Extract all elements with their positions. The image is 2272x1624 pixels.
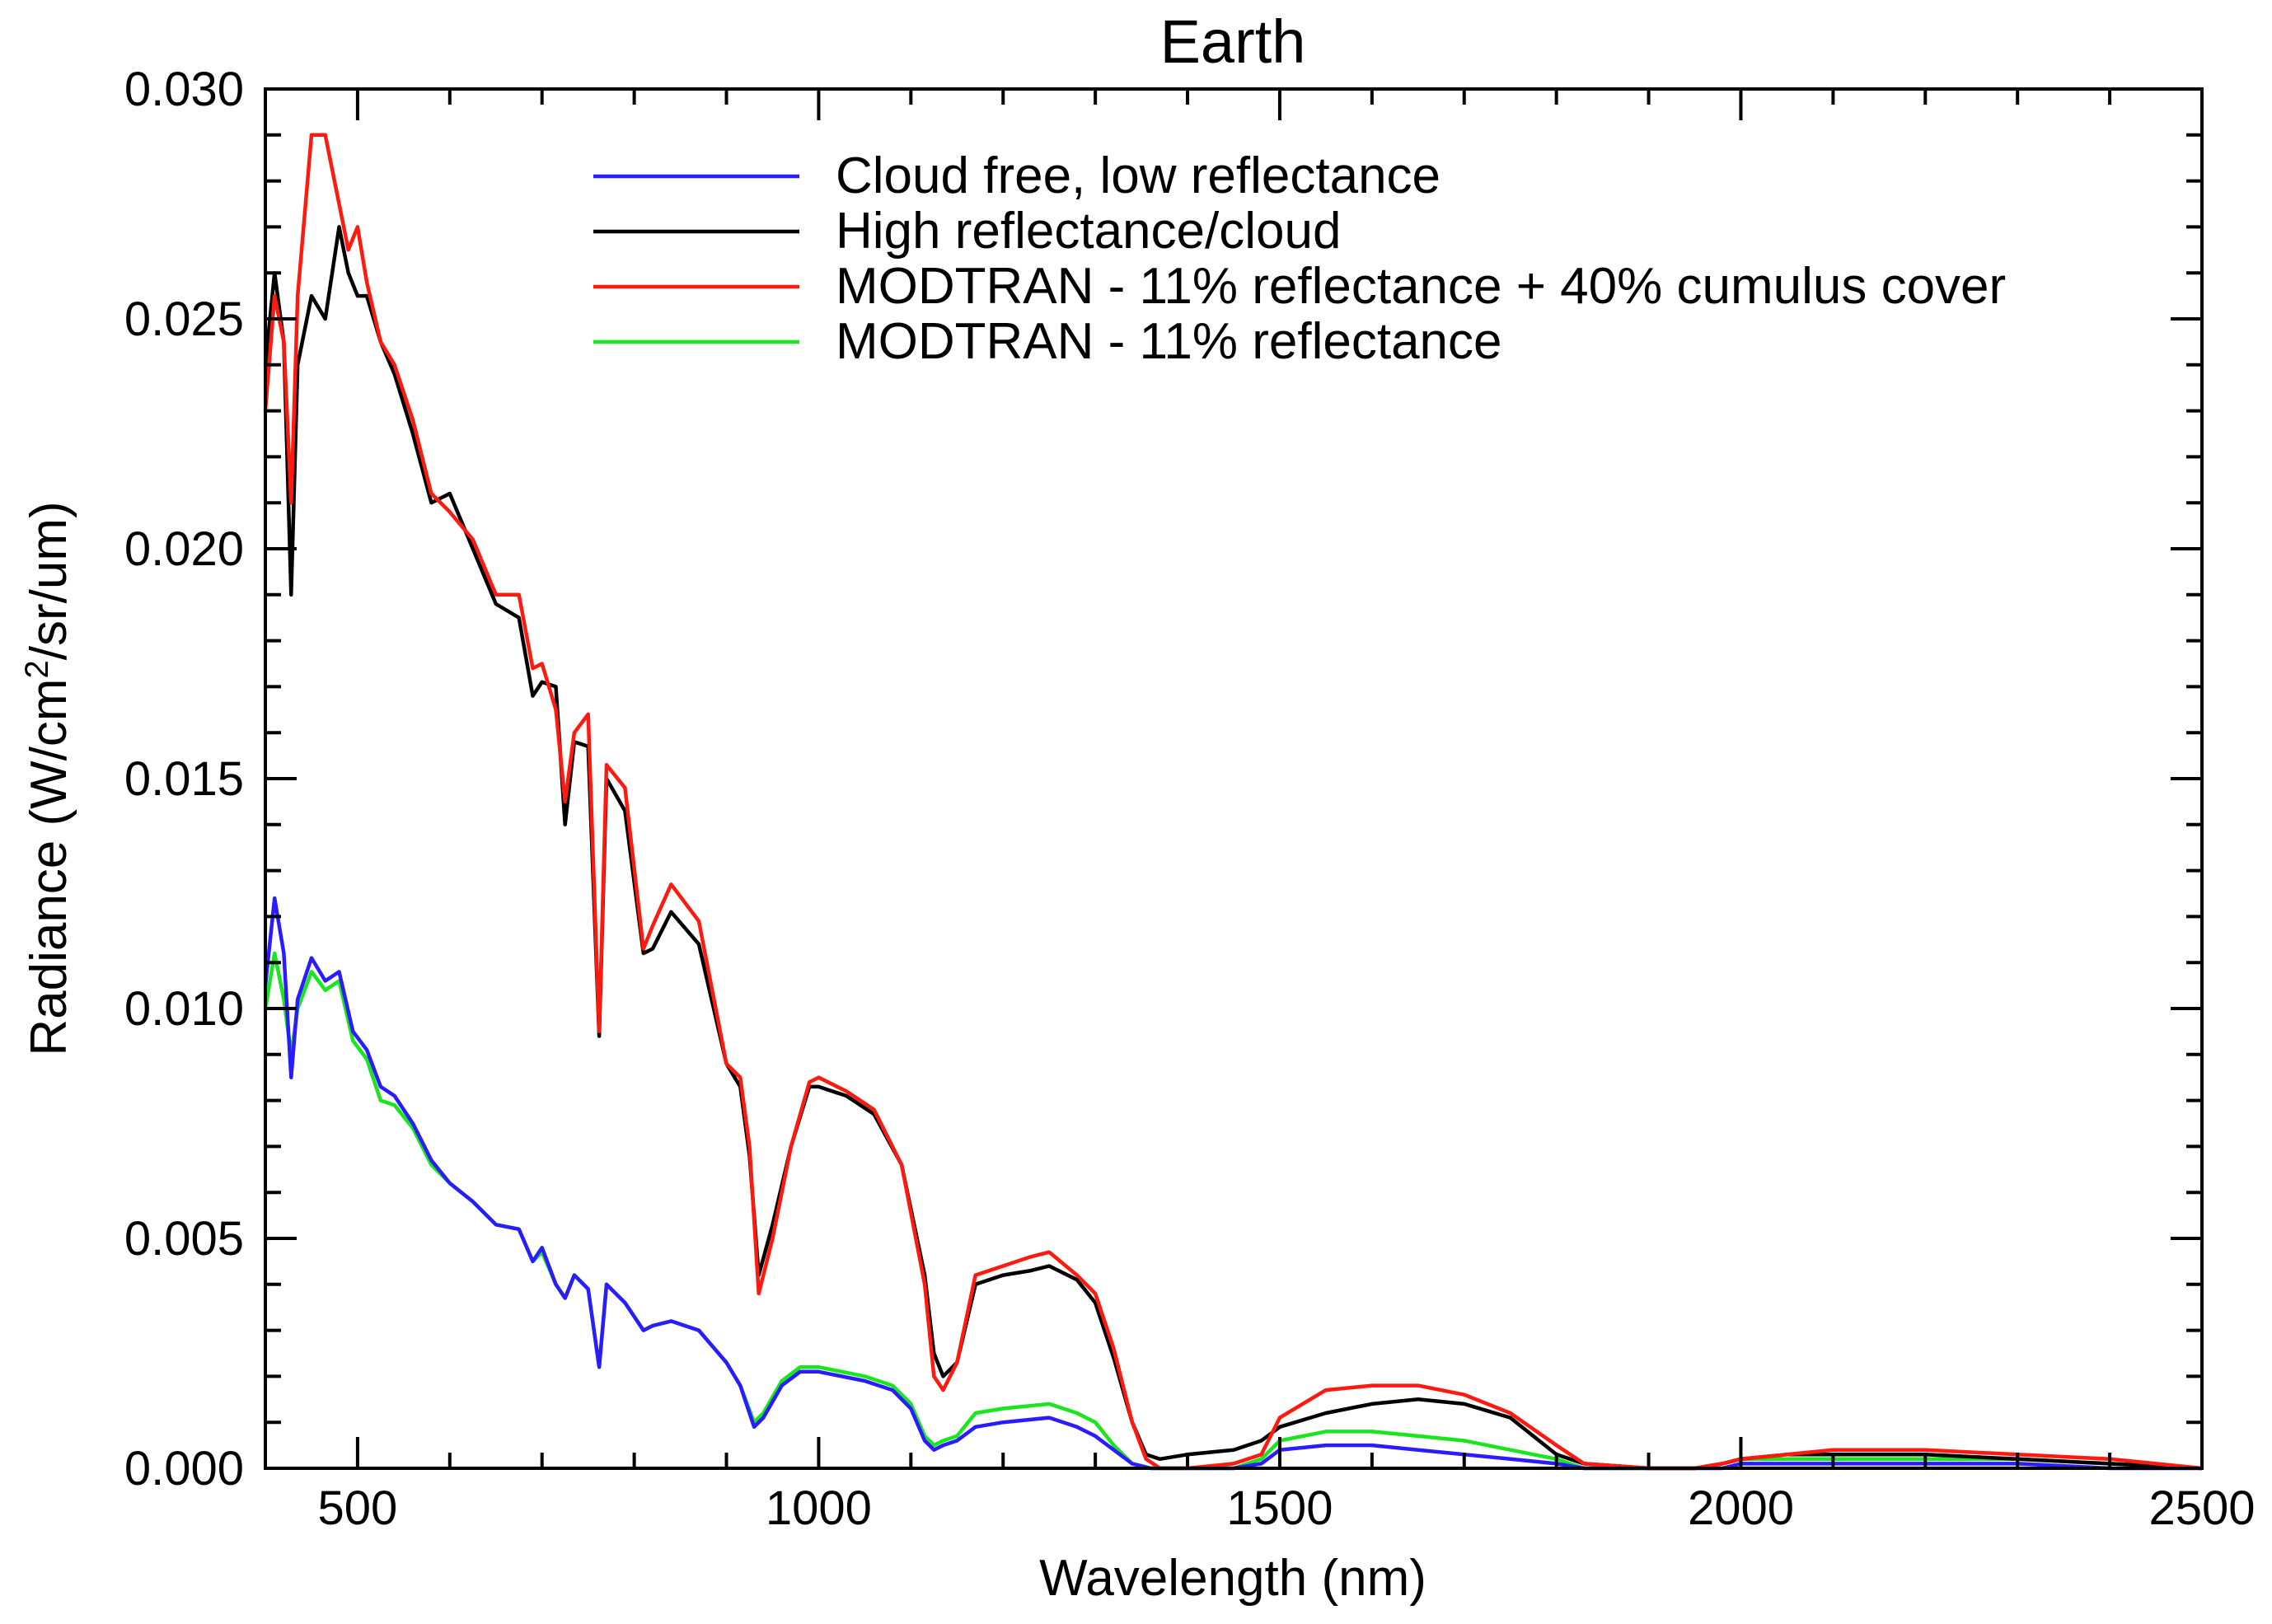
x-tick-label: 500 [318, 1481, 398, 1535]
x-tick-label: 2000 [1688, 1481, 1794, 1535]
y-axis-label-main: Radiance (W/cm [21, 678, 77, 1055]
y-tick-label: 0.005 [124, 1212, 244, 1266]
y-axis-label-unit: /sr/um) [21, 501, 77, 660]
legend-label-modtran-11: MODTRAN - 11% reflectance [836, 313, 1502, 370]
y-tick-label: 0.010 [124, 982, 244, 1036]
axis-ticks: 500 1000 1500 2000 2500 0.000 0.005 0.010 0.015 0… [124, 63, 2256, 1535]
x-tick-label: 1000 [766, 1481, 872, 1535]
series-layer [263, 133, 2203, 1471]
y-tick-label: 0.030 [124, 63, 244, 116]
x-tick-label: 1500 [1226, 1481, 1333, 1535]
series-line-modtran-11 [263, 951, 2203, 1471]
x-tick-label: 2500 [2148, 1481, 2255, 1535]
y-tick-label: 0.020 [124, 522, 244, 576]
x-axis-label: Wavelength (nm) [1039, 1550, 1426, 1607]
y-tick-label: 0.015 [124, 752, 244, 806]
y-axis-label: Radiance (W/cm2/sr/um) [19, 501, 77, 1055]
y-tick-label: 0.000 [124, 1442, 244, 1495]
legend-label-modtran-cumulus: MODTRAN - 11% reflectance + 40% cumulus … [836, 258, 2006, 315]
series-line-high-reflectance [263, 225, 2203, 1471]
legend-label-cloud-free: Cloud free, low reflectance [836, 147, 1440, 204]
y-axis-label-superscript: 2 [19, 660, 55, 678]
legend: Cloud free, low reflectance High reflect… [593, 147, 2006, 370]
chart-title: Earth [1160, 7, 1306, 76]
legend-label-high-reflectance: High reflectance/cloud [836, 203, 1341, 260]
series-line-cloud-free [263, 896, 2202, 1471]
y-tick-label: 0.025 [124, 293, 244, 346]
series-line-modtran-cumulus [263, 133, 2203, 1471]
